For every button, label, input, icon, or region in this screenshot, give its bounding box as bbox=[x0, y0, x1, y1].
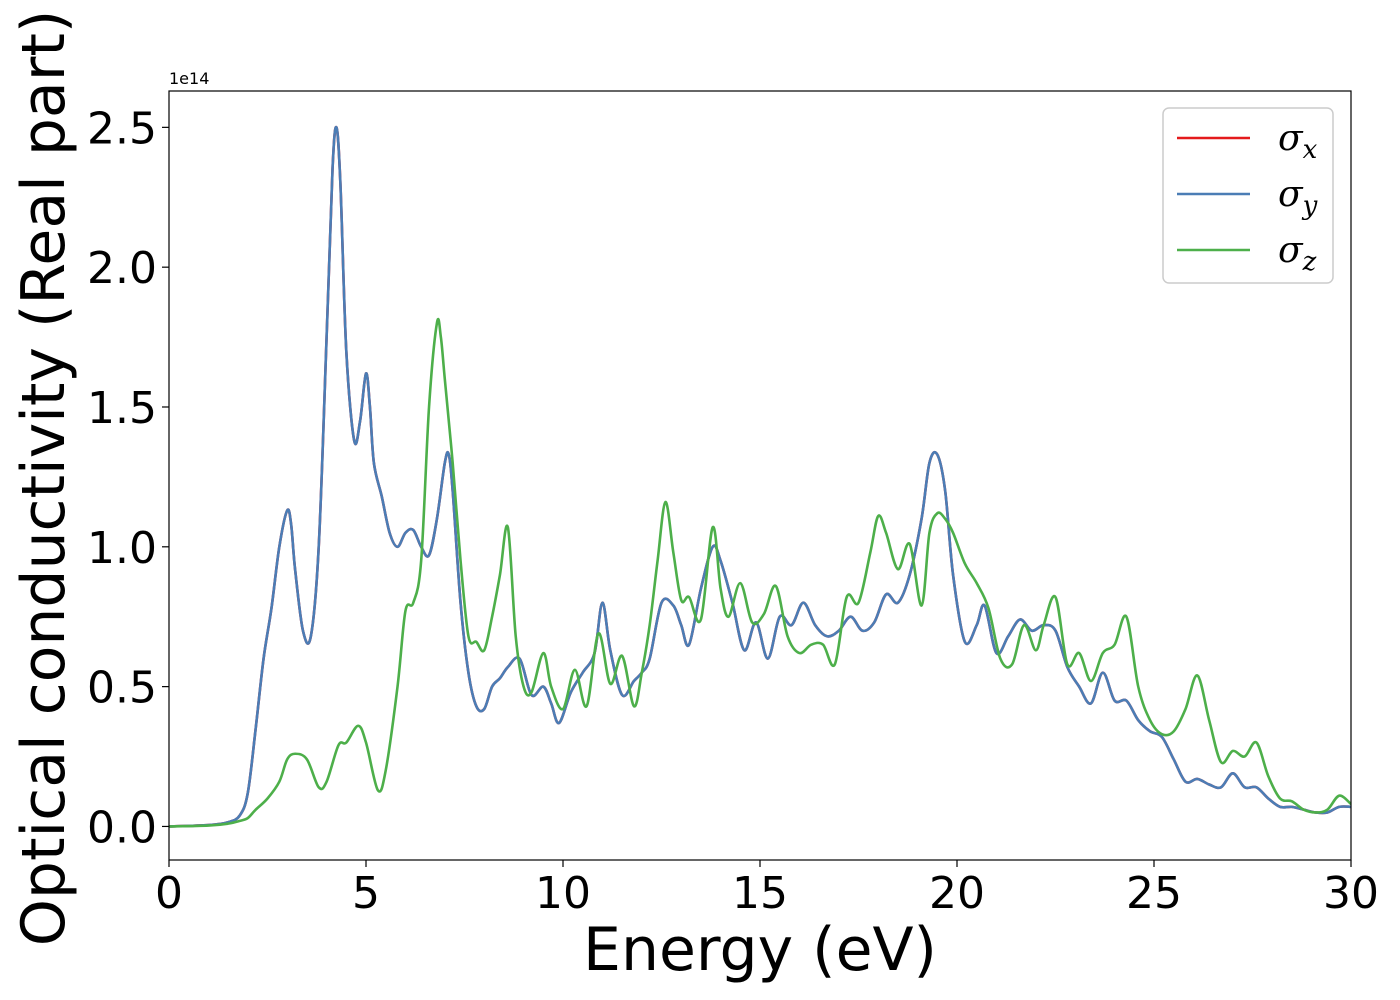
x-tick-label: 20 bbox=[929, 868, 985, 919]
x-tick-label: 0 bbox=[155, 868, 183, 919]
legend-subscript: z bbox=[1302, 247, 1317, 277]
series-line-sigma-y bbox=[169, 125, 1351, 828]
legend-subscript: y bbox=[1302, 191, 1318, 221]
y-tick-label: 2.0 bbox=[87, 243, 157, 294]
y-tick-label: 0.0 bbox=[87, 802, 157, 853]
x-axis-title: Energy (eV) bbox=[583, 915, 937, 985]
legend-sigma-symbol: σ bbox=[1278, 230, 1304, 271]
x-tick-label: 30 bbox=[1323, 868, 1379, 919]
y-axis: 0.0 0.5 1.0 1.5 2.0 2.5 bbox=[87, 103, 169, 853]
legend-sigma-symbol: σ bbox=[1278, 174, 1304, 215]
x-tick-label: 10 bbox=[535, 868, 591, 919]
legend-subscript: x bbox=[1303, 135, 1318, 165]
x-tick-label: 5 bbox=[352, 868, 380, 919]
y-tick-label: 1.5 bbox=[87, 383, 157, 434]
legend-sigma-symbol: σ bbox=[1278, 118, 1304, 159]
y-tick-label: 1.0 bbox=[87, 523, 157, 574]
y-tick-label: 2.5 bbox=[87, 103, 157, 154]
y-tick-label: 0.5 bbox=[87, 663, 157, 714]
series-line-sigma-z bbox=[169, 317, 1351, 828]
y-axis-title: Optical conductivity (Real part) bbox=[9, 10, 79, 947]
x-axis: 0 5 10 15 20 25 30 bbox=[155, 860, 1379, 919]
legend-box bbox=[1162, 107, 1334, 284]
series-layer bbox=[169, 125, 1351, 828]
legend-label-sigma-z: σz bbox=[1278, 230, 1317, 277]
legend-label-sigma-y: σy bbox=[1278, 174, 1318, 221]
y-offset-label: 1e14 bbox=[169, 69, 209, 88]
x-tick-label: 15 bbox=[732, 868, 788, 919]
x-tick-label: 25 bbox=[1126, 868, 1182, 919]
legend-label-sigma-x: σx bbox=[1278, 118, 1318, 165]
